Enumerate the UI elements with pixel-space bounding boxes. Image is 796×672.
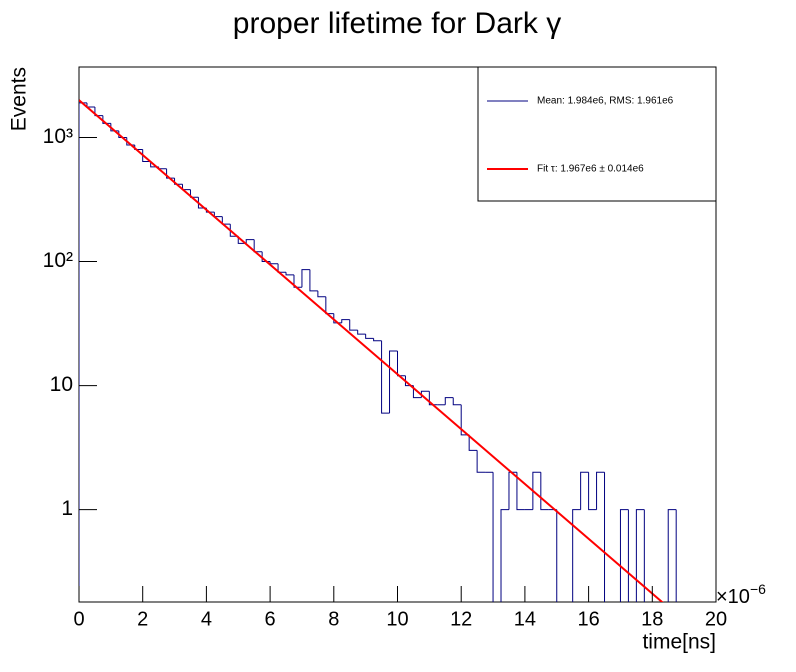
x-tick-label: 8	[328, 608, 339, 630]
histogram-bin	[134, 144, 143, 151]
chart-title: proper lifetime for Dark γ	[233, 7, 561, 40]
histogram-bin	[619, 509, 629, 602]
histogram-bin	[79, 102, 87, 602]
histogram-bin	[182, 184, 191, 191]
histogram-bin	[166, 168, 175, 179]
histogram-bin	[309, 269, 318, 292]
x-tick-label: 4	[201, 608, 212, 630]
x-tick-label: 6	[265, 608, 276, 630]
histogram-bin	[253, 239, 263, 253]
x-tick-label: 20	[705, 608, 727, 630]
histogram-bin	[301, 269, 310, 288]
histogram-bin	[476, 450, 486, 473]
histogram-bin	[596, 471, 605, 510]
x-multiplier: ×10−6	[716, 581, 766, 609]
histogram-bin	[245, 239, 255, 244]
x-tick-label: 2	[137, 608, 148, 630]
histogram-bin	[580, 471, 589, 510]
histogram-bin	[317, 290, 326, 298]
histogram-bin	[349, 319, 358, 331]
histogram-bin	[237, 236, 247, 244]
legend-label: Mean: 1.984e6, RMS: 1.961e6	[537, 96, 674, 107]
y-tick-label: 10	[50, 373, 73, 396]
legend-label: Fit τ: 1.967e6 ± 0.014e6	[537, 164, 644, 175]
histogram-bin	[627, 509, 629, 602]
histogram-bin	[540, 472, 549, 511]
histogram-bin	[412, 385, 422, 399]
histogram-bin	[508, 471, 517, 510]
histogram-bin	[444, 397, 454, 405]
histogram-bin	[588, 472, 597, 511]
x-tick-label: 10	[386, 608, 408, 630]
x-tick-label: 12	[450, 608, 472, 630]
histogram-bin	[389, 350, 398, 414]
histogram-bin	[675, 509, 677, 602]
y-tick-label: 10³	[43, 125, 73, 148]
histogram-bin	[492, 472, 494, 602]
histogram-bin	[373, 338, 382, 342]
histogram-bin	[341, 319, 350, 323]
histogram-bin	[269, 261, 279, 265]
histogram-bin	[452, 397, 462, 406]
histogram-bin	[213, 212, 223, 218]
histogram-bin	[365, 334, 374, 339]
x-tick-label: 16	[577, 608, 599, 630]
histogram-bin	[221, 216, 231, 225]
histogram-bin	[468, 434, 478, 451]
legend	[477, 66, 717, 202]
histogram-bin	[556, 509, 558, 602]
histogram-bin	[397, 350, 406, 377]
histogram-bin	[325, 296, 334, 315]
fit-line	[79, 99, 664, 602]
histogram-bin	[643, 509, 645, 602]
histogram-bin	[86, 102, 95, 108]
x-axis-label: time[ns]	[642, 631, 716, 654]
histogram-bin	[277, 263, 287, 273]
histogram-bin	[667, 509, 677, 602]
plot-area	[79, 99, 677, 602]
histogram-bin	[428, 391, 438, 406]
x-multiplier-base: ×10	[716, 586, 750, 608]
x-tick-label: 14	[514, 608, 536, 630]
histogram-bin	[635, 509, 645, 602]
histogram-bin	[516, 472, 525, 511]
histogram-bin	[94, 107, 103, 117]
histogram-bin	[572, 509, 581, 602]
histogram-bin	[381, 340, 390, 414]
y-tick-label: 1	[61, 497, 73, 520]
histogram-bin	[357, 330, 366, 335]
histogram-bin	[174, 178, 183, 185]
x-multiplier-exponent: −6	[750, 581, 766, 597]
y-axis-label: Events	[8, 67, 31, 131]
y-tick-label: 10²	[43, 249, 73, 272]
histogram-bin	[285, 272, 294, 276]
histogram-bin	[102, 115, 111, 124]
histogram-bin	[293, 274, 302, 288]
histogram-bin	[500, 509, 509, 602]
histogram-bin	[532, 471, 541, 510]
histogram-bin	[142, 149, 151, 163]
x-tick-label: 18	[641, 608, 663, 630]
x-tick-label: 0	[73, 608, 84, 630]
histogram-bin	[604, 472, 606, 602]
